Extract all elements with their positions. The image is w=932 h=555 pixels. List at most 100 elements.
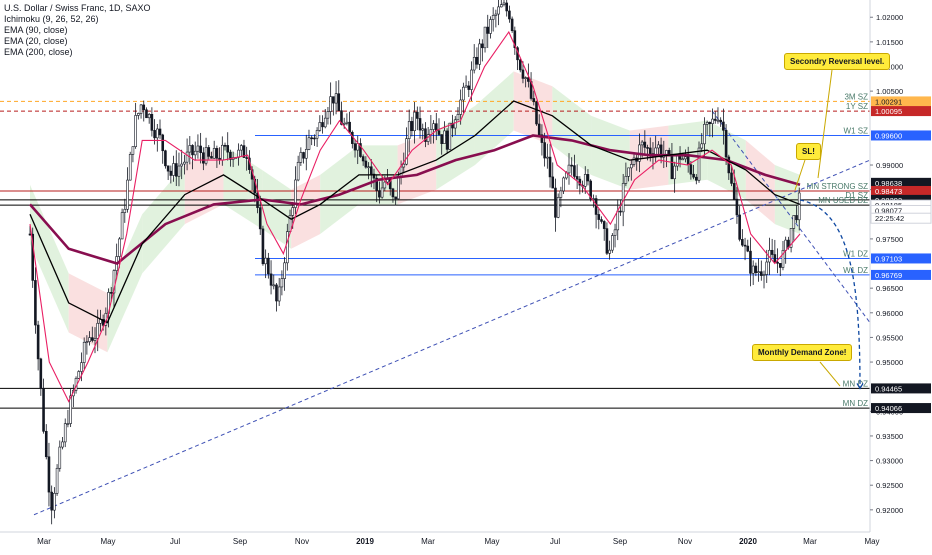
price-tick-label: 0.95500 [876, 333, 903, 342]
candle-body [741, 239, 744, 246]
candle-body [323, 117, 327, 128]
candle-body [491, 15, 495, 20]
level-label: MN DZ [843, 379, 868, 388]
candle-body [131, 146, 135, 155]
level-label: 3M SZ [844, 92, 868, 101]
price-tag [871, 383, 931, 394]
candle-body [757, 271, 760, 274]
candle-body [147, 114, 151, 119]
candle-body [472, 56, 476, 71]
level-label: W1 DZ [843, 249, 868, 258]
price-tick-label: 0.95000 [876, 358, 903, 367]
time-tick-label: Mar [803, 537, 817, 546]
legend-ichimoku: Ichimoku (9, 26, 52, 26) [4, 14, 99, 24]
candle-body [453, 119, 457, 129]
candle-body [776, 261, 779, 264]
candle-body [405, 138, 408, 165]
ema90-line [29, 100, 801, 324]
candle-body [773, 254, 777, 263]
candle-body [93, 338, 97, 341]
price-tick-label: 1.00500 [876, 87, 903, 96]
candle-body [286, 231, 289, 264]
candle-body [616, 210, 620, 231]
price-tag-label: 0.98638 [875, 179, 902, 188]
candle-body [359, 143, 362, 157]
candle-body [719, 119, 722, 123]
candle-body [134, 115, 137, 147]
candle-body [732, 183, 736, 200]
candle-body [527, 77, 530, 82]
candle-body [711, 118, 714, 124]
candle-body [313, 137, 316, 140]
candle-body [169, 170, 173, 176]
candle-body [61, 441, 64, 448]
candle-body [58, 446, 62, 469]
price-tick-label: 0.96000 [876, 309, 903, 318]
price-axis: 1.020001.015001.010001.005000.990000.985… [869, 0, 932, 532]
candle-body [394, 196, 397, 200]
price-tag-label: 0.94465 [875, 384, 902, 393]
time-tick-label: Mar [37, 537, 51, 546]
candle-body [751, 265, 755, 274]
candle-body [304, 149, 308, 159]
price-tag [871, 96, 931, 107]
price-tick-label: 0.92500 [876, 481, 903, 490]
candle-body [202, 152, 205, 164]
candle-body [239, 145, 243, 151]
price-tag [871, 106, 931, 117]
candle-body [210, 156, 213, 159]
price-tag-label: 1.00291 [875, 97, 902, 106]
candle-body [735, 198, 739, 216]
candle-body [66, 423, 70, 425]
candle-body [554, 187, 557, 218]
candle-body [118, 238, 121, 257]
candle-body [307, 137, 311, 150]
candle-body [513, 30, 517, 48]
candle-body [416, 111, 419, 119]
candle-body [145, 109, 148, 119]
callout-monthly-demand[interactable]: Monthly Demand Zone! [752, 344, 853, 361]
candle-body [326, 111, 330, 119]
candle-body [410, 121, 414, 132]
level-label: MN USED DZ [818, 196, 868, 205]
candle-body [391, 188, 395, 198]
candle-body [272, 284, 276, 287]
candle-body [166, 165, 170, 172]
time-tick-label: Jul [170, 537, 180, 546]
candle-body [462, 86, 465, 101]
price-tick-label: 0.93000 [876, 457, 903, 466]
candle-body [521, 69, 525, 79]
candle-body [518, 59, 522, 71]
candle-body [380, 187, 384, 198]
candle-body [451, 122, 454, 129]
legend-symbol: U.S. Dollar / Swiss Franc, 1D, SAXO [4, 3, 151, 13]
candle-body [302, 152, 305, 159]
candle-body [245, 157, 248, 159]
projection-arrow [799, 199, 864, 390]
candles [28, 0, 801, 525]
candle-body [532, 98, 536, 103]
candle-body [659, 144, 663, 158]
candle-body [223, 144, 227, 147]
candle-body [686, 156, 690, 165]
candle-body [510, 18, 514, 31]
candle-body [624, 176, 628, 184]
level-label: MN STRONG SZ [807, 182, 868, 191]
candle-body [575, 176, 579, 180]
candle-body [464, 85, 468, 88]
candle-body [648, 147, 652, 154]
candle-body [621, 183, 625, 213]
candle-body [183, 161, 186, 165]
candle-body [611, 235, 614, 251]
candle-body [139, 104, 143, 114]
candle-body [153, 130, 156, 139]
callout-sl[interactable]: SL! [796, 143, 821, 160]
candle-body [337, 93, 341, 111]
callout-secondary-reversal[interactable]: Secondry Reversal level. [784, 53, 891, 70]
trend-line-ascending [33, 159, 871, 516]
candle-body [499, 4, 503, 8]
candle-body [269, 273, 273, 286]
candle-body [291, 207, 295, 216]
candle-body [332, 96, 335, 104]
